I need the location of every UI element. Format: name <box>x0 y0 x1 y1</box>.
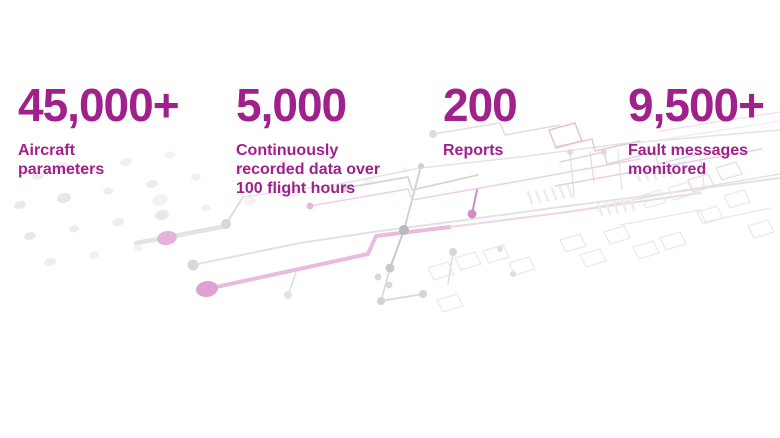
stat-label: Reports <box>443 142 504 159</box>
stat-label: Aircraft parameters <box>18 142 105 178</box>
hatch-marks <box>526 163 674 217</box>
dots-pattern <box>14 151 410 267</box>
stat-recorded-data: 5,000 Continuously recorded data over 10… <box>236 82 380 198</box>
stat-label: Continuously recorded data over 100 flig… <box>236 142 381 197</box>
node-dots <box>187 130 607 305</box>
stat-label: Fault messages monitored <box>628 142 749 178</box>
gray-circuit-lines <box>133 120 780 302</box>
stat-value: 5,000 <box>236 79 347 131</box>
stat-value: 200 <box>443 79 518 131</box>
pink-nodes <box>157 202 477 298</box>
stat-value: 9,500+ <box>628 79 765 131</box>
stat-value: 45,000+ <box>18 79 180 131</box>
stat-fault-messages: 9,500+ Fault messages monitored <box>628 79 765 179</box>
stat-aircraft-parameters: 45,000+ Aircraft parameters <box>18 79 180 179</box>
stat-reports: 200 Reports <box>443 79 518 160</box>
